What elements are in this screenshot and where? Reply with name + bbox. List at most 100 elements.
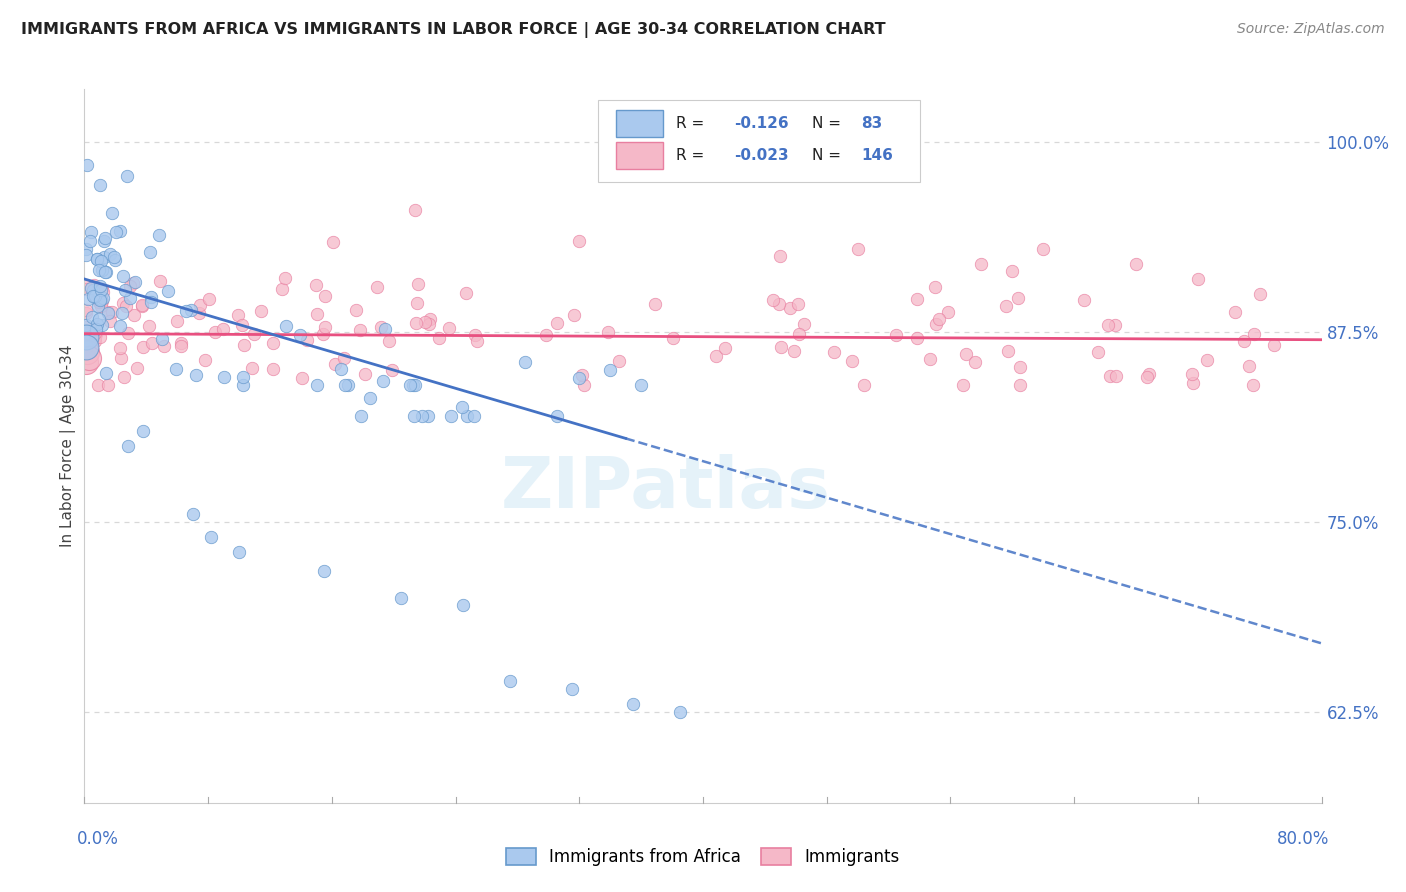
Text: 0.0%: 0.0% [77, 830, 118, 848]
Point [84, 326, 107, 341]
Point [402, 409, 425, 423]
Point [1087, 345, 1109, 359]
Point [406, 277, 429, 292]
Point [1137, 367, 1160, 381]
FancyBboxPatch shape [616, 142, 664, 169]
Point [170, 339, 193, 353]
Point [262, 362, 284, 376]
Point [97, 305, 120, 319]
Text: IMMIGRANTS FROM AFRICA VS IMMIGRANTS IN LABOR FORCE | AGE 30-34 CORRELATION CHAR: IMMIGRANTS FROM AFRICA VS IMMIGRANTS IN … [21, 22, 886, 38]
Point [79, 235, 101, 249]
Point [370, 319, 392, 334]
Point [94, 265, 117, 279]
Point [1225, 305, 1247, 319]
Point [852, 378, 875, 392]
Point [122, 308, 145, 322]
Point [75, 318, 97, 332]
Point [111, 295, 134, 310]
Point [1125, 257, 1147, 271]
Point [212, 321, 235, 335]
Point [928, 311, 950, 326]
Point [630, 378, 652, 392]
Point [110, 351, 132, 365]
Point [572, 378, 595, 392]
Point [111, 306, 134, 320]
Point [936, 305, 959, 319]
Point [148, 274, 170, 288]
Point [186, 368, 208, 382]
Point [404, 202, 426, 217]
Point [1241, 378, 1264, 392]
Point [322, 235, 344, 249]
Point [82, 283, 104, 297]
Point [180, 303, 202, 318]
Point [349, 323, 371, 337]
Point [117, 326, 139, 340]
Point [112, 370, 135, 384]
Point [779, 301, 801, 315]
Point [77, 292, 100, 306]
Point [243, 327, 266, 342]
Point [404, 378, 426, 392]
Point [89, 293, 111, 308]
Point [86, 317, 108, 331]
Point [1263, 338, 1285, 352]
Point [226, 308, 249, 322]
Text: Source: ZipAtlas.com: Source: ZipAtlas.com [1237, 22, 1385, 37]
Point [515, 355, 537, 369]
Point [75, 340, 97, 354]
Point [546, 317, 568, 331]
Point [374, 322, 396, 336]
Point [418, 317, 440, 331]
Point [117, 439, 139, 453]
Point [76, 344, 98, 359]
Point [76, 340, 98, 354]
Point [314, 319, 336, 334]
Point [499, 674, 522, 689]
Point [94, 230, 117, 244]
Point [138, 318, 160, 333]
Point [131, 298, 153, 312]
Point [359, 391, 381, 405]
Point [453, 599, 475, 613]
Point [212, 370, 235, 384]
Point [314, 564, 336, 578]
Point [965, 355, 987, 369]
Point [139, 245, 162, 260]
Point [150, 332, 173, 346]
Point [1008, 378, 1031, 392]
Point [1105, 369, 1128, 384]
Point [80, 310, 103, 324]
Point [174, 303, 197, 318]
Text: N =: N = [811, 148, 841, 163]
Point [291, 371, 314, 385]
Point [75, 243, 97, 257]
Point [120, 278, 142, 293]
Point [101, 304, 124, 318]
Point [90, 318, 112, 332]
Point [330, 362, 353, 376]
Point [1032, 242, 1054, 256]
Point [83, 334, 105, 348]
Point [405, 296, 427, 310]
Point [94, 265, 117, 279]
Point [768, 296, 790, 310]
Legend: Immigrants from Africa, Immigrants: Immigrants from Africa, Immigrants [498, 840, 908, 875]
Point [704, 349, 727, 363]
Point [274, 271, 297, 285]
Point [127, 361, 149, 376]
Point [1136, 370, 1159, 384]
Point [77, 351, 100, 365]
Point [84, 326, 107, 340]
Point [114, 299, 136, 313]
FancyBboxPatch shape [616, 110, 664, 137]
Point [91, 291, 114, 305]
Point [456, 409, 478, 423]
Point [787, 297, 810, 311]
Point [307, 306, 329, 320]
Point [115, 169, 138, 183]
Point [419, 311, 441, 326]
Point [75, 303, 97, 318]
Point [228, 545, 250, 559]
Point [463, 409, 485, 423]
